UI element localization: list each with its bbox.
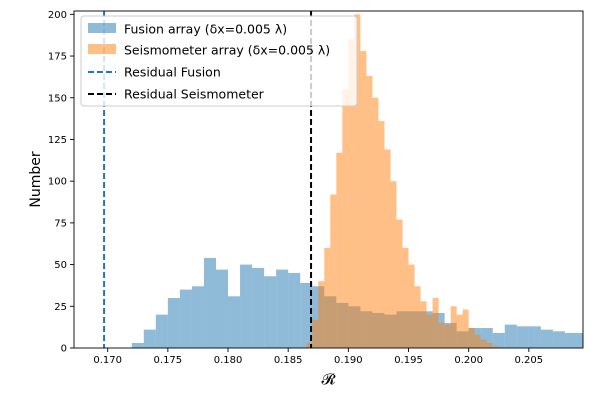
seismometer-bar [420, 301, 427, 348]
seismometer-bar [342, 89, 349, 348]
legend: Fusion array (δx=0.005 λ) Seismometer arr… [80, 15, 358, 107]
seismometer-bar [360, 51, 367, 348]
legend-swatch [88, 44, 116, 54]
seismometer-bar [348, 39, 355, 348]
legend-label: Fusion array (δx=0.005 λ) [124, 22, 287, 37]
x-tick-label: 0.190 [334, 355, 363, 366]
seismometer-bar [384, 149, 391, 348]
seismometer-bar [480, 339, 487, 348]
fusion-bar [252, 267, 265, 348]
fusion-bar [276, 269, 289, 348]
y-tick-label: 200 [48, 10, 67, 21]
fusion-bar [516, 326, 529, 348]
fusion-bar [264, 276, 277, 348]
fusion-bar [131, 342, 144, 348]
plot-frame [73, 10, 584, 349]
seismometer-bar [390, 181, 397, 348]
fusion-bar [179, 289, 192, 348]
fusion-bar [203, 257, 216, 348]
legend-label: Seismometer array (δx=0.005 λ) [124, 43, 330, 58]
seismometer-bar [468, 327, 475, 348]
seismometer-bar [318, 281, 325, 348]
seismometer-bar [354, 14, 361, 348]
fusion-bar [492, 332, 505, 348]
seismometer-bar [366, 76, 373, 348]
y-axis-label: Number [28, 151, 44, 207]
seismometer-bar [432, 297, 439, 348]
x-tick-label: 0.180 [214, 355, 243, 366]
fusion-bar [552, 331, 565, 348]
seismometer-bar [426, 314, 433, 348]
x-tick-label: 0.170 [93, 355, 122, 366]
legend-label: Residual Fusion [124, 65, 221, 80]
x-tick-label: 0.185 [274, 355, 303, 366]
seismometer-bar [324, 247, 331, 348]
x-axis-label: 𝓡 [321, 370, 336, 388]
seismometer-bar [444, 324, 451, 348]
fusion-bar [540, 329, 553, 348]
x-tick-label: 0.175 [154, 355, 183, 366]
seismometer-bar [330, 194, 337, 348]
x-axis-ticks: 0.170 0.175 0.180 0.185 0.190 0.195 0.200 0.205 [93, 348, 543, 366]
fusion-bar [288, 272, 301, 348]
seismometer-bar [486, 342, 493, 348]
seismometer-bar [408, 264, 415, 348]
y-axis-ticks: 0 25 50 75 100 125 150 175 200 [48, 10, 74, 355]
seismometer-bar [414, 286, 421, 348]
x-tick-label: 0.200 [454, 355, 483, 366]
seismometer-histogram-bars [306, 14, 499, 348]
x-tick-label: 0.205 [515, 355, 544, 366]
seismometer-bar [372, 97, 379, 348]
seismometer-bar [450, 306, 457, 348]
fusion-bar [228, 296, 241, 348]
seismometer-bar [306, 342, 313, 348]
legend-label: Residual Seismometer [124, 87, 265, 102]
y-tick-label: 175 [48, 52, 67, 63]
seismometer-bar [474, 334, 481, 348]
seismometer-bar [402, 247, 409, 348]
y-tick-label: 75 [54, 218, 67, 229]
seismometer-bar [312, 319, 319, 348]
fusion-bar [528, 326, 541, 348]
fusion-bar [155, 314, 168, 348]
seismometer-bar [336, 152, 343, 348]
fusion-bar [504, 324, 517, 348]
seismometer-bar [456, 314, 463, 348]
legend-swatch [88, 23, 116, 33]
fusion-bar [191, 286, 204, 348]
fusion-bar [300, 282, 313, 348]
y-tick-label: 150 [48, 93, 67, 104]
legend-box [80, 15, 358, 107]
fusion-bar [215, 269, 229, 348]
fusion-bar [143, 329, 156, 348]
y-tick-label: 100 [48, 177, 67, 188]
seismometer-bar [378, 121, 385, 348]
fusion-bar [576, 332, 583, 348]
seismometer-bar [438, 322, 445, 348]
fusion-bar [240, 264, 253, 348]
y-tick-label: 25 [54, 302, 67, 313]
seismometer-bar [492, 346, 499, 348]
seismometer-bar [462, 309, 469, 348]
fusion-bar [564, 332, 577, 348]
x-tick-label: 0.195 [394, 355, 423, 366]
y-tick-label: 50 [54, 260, 67, 271]
fusion-bar [167, 297, 180, 348]
y-tick-label: 125 [48, 135, 67, 146]
y-tick-label: 0 [61, 344, 67, 355]
seismometer-bar [396, 219, 403, 348]
